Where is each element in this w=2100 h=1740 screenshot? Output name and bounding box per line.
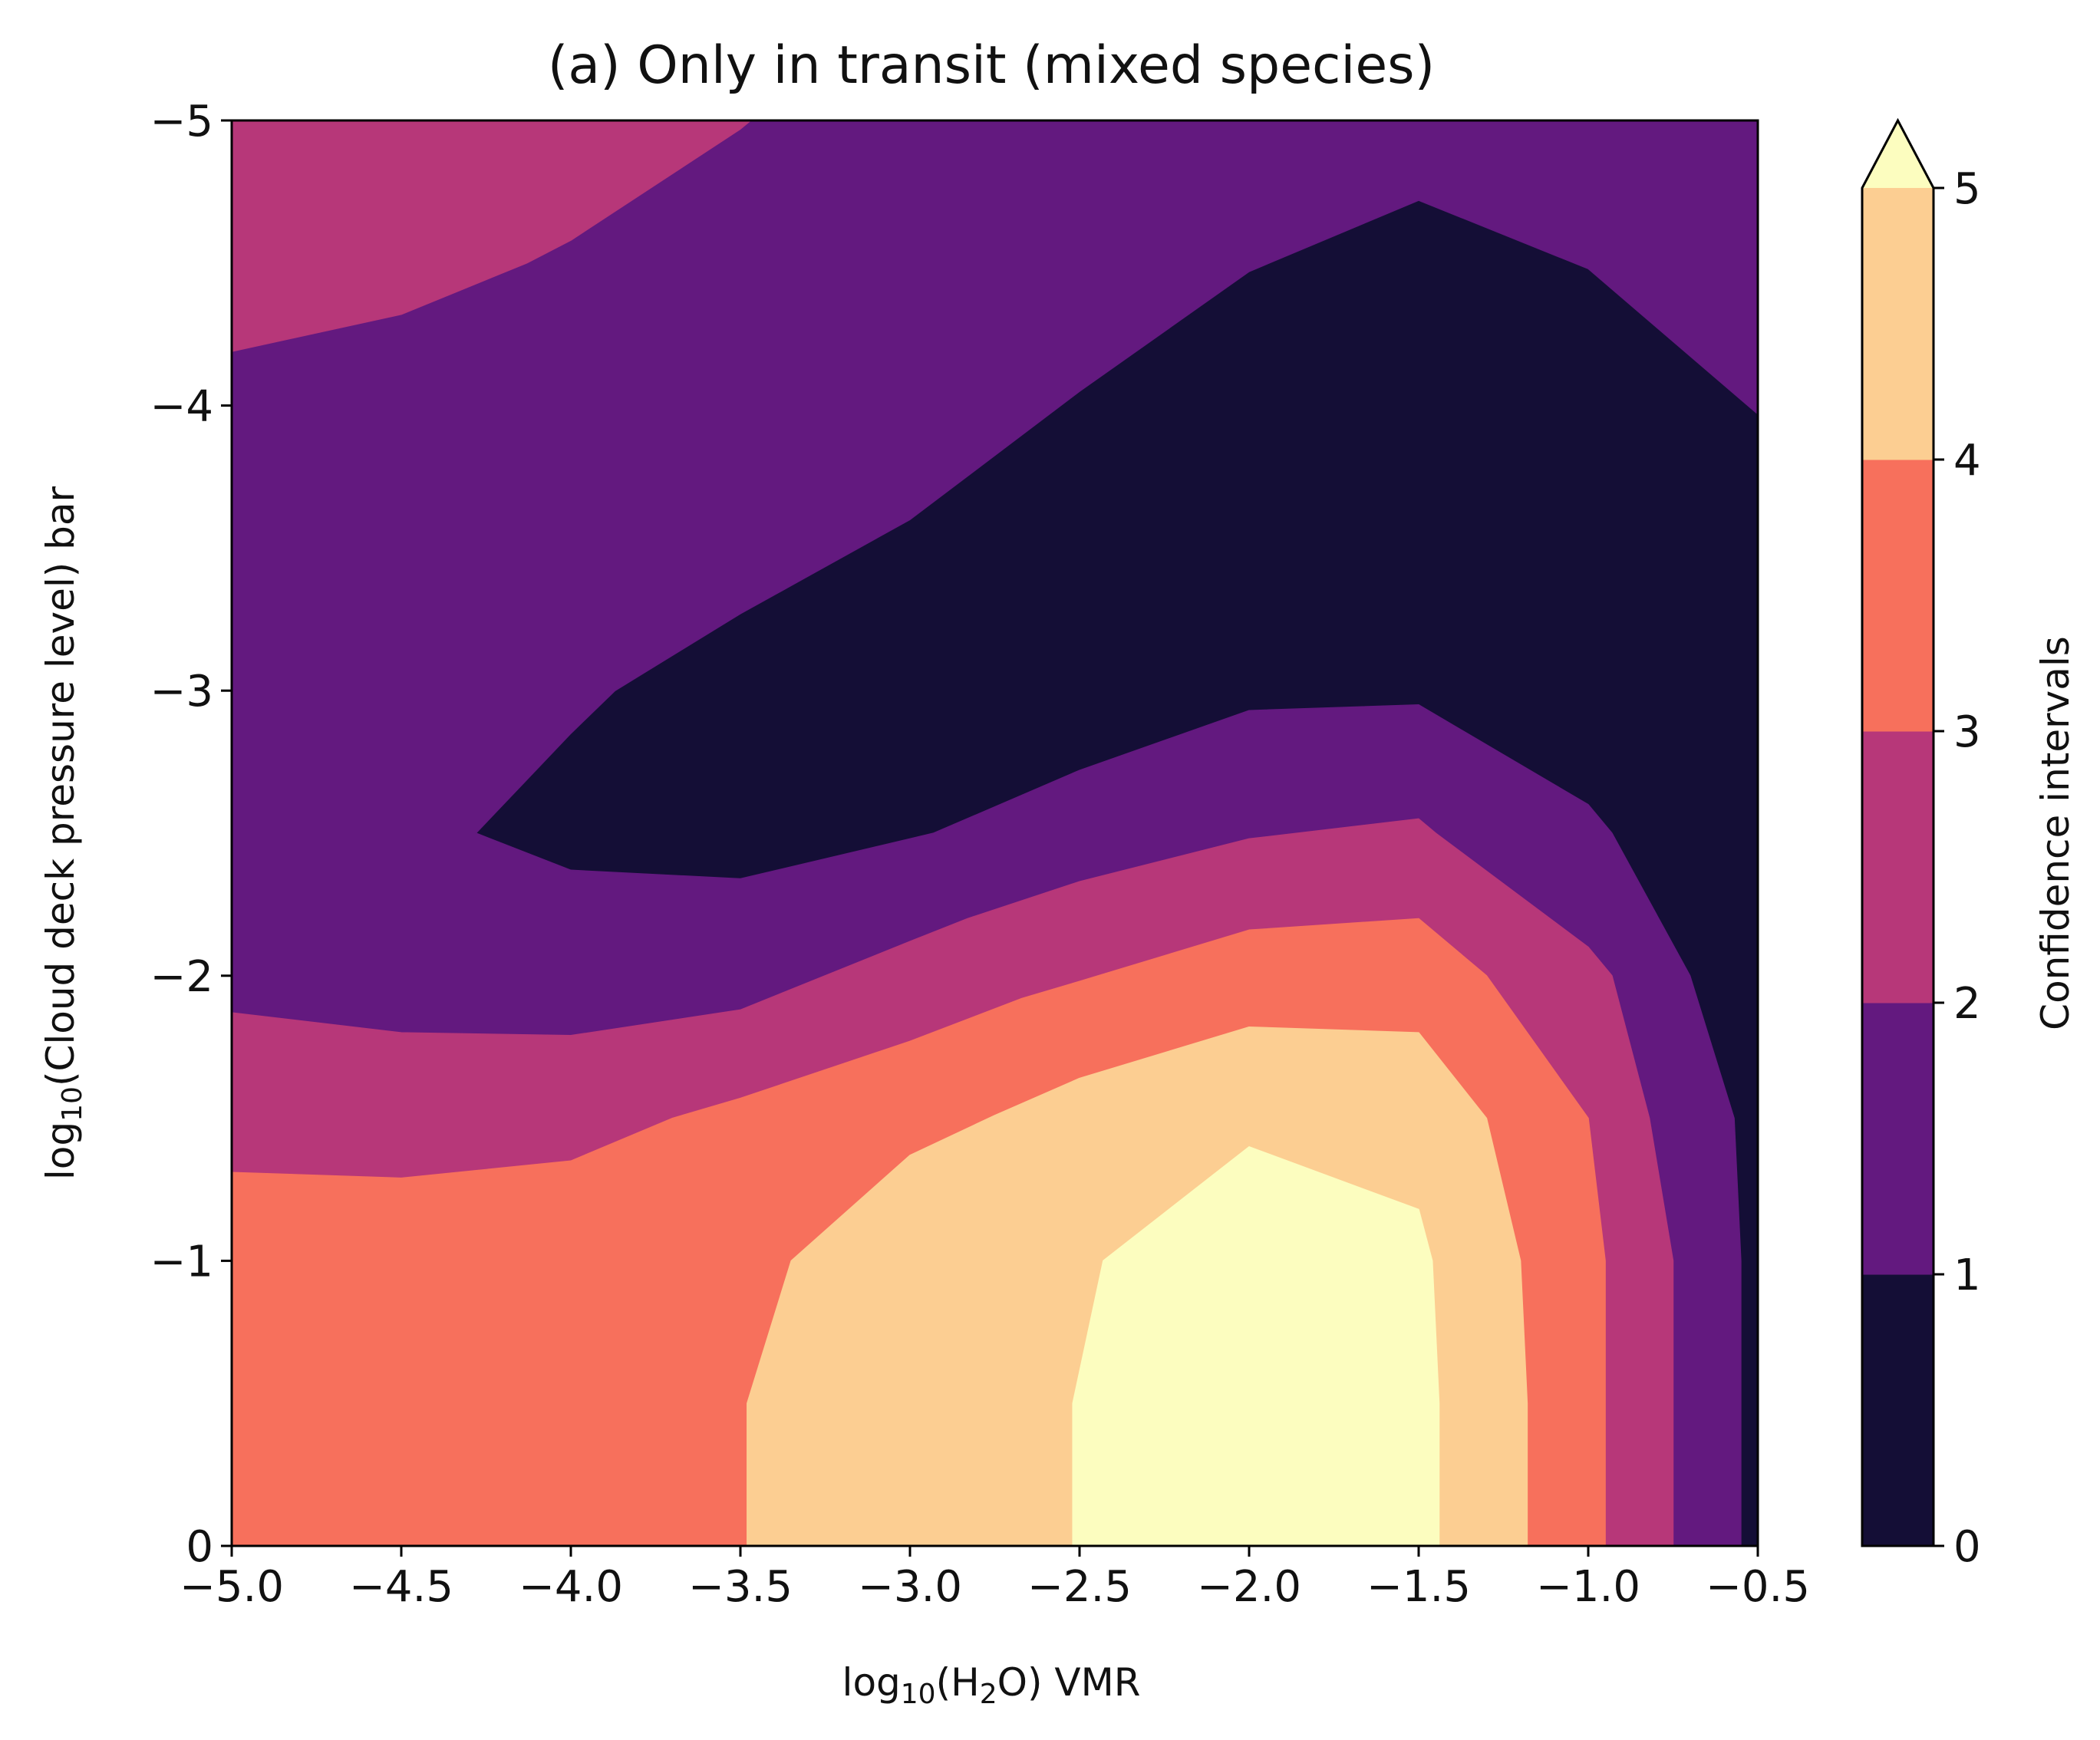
colorbar-tick-label: 3	[1953, 707, 1981, 757]
y-tick-label: 0	[186, 1522, 213, 1572]
x-tick-label: −3.5	[688, 1562, 793, 1612]
colorbar-tick-label: 4	[1953, 436, 1981, 486]
x-tick-label: −5.0	[180, 1562, 284, 1612]
colorbar-segment-1	[1861, 1002, 1934, 1275]
plot-area	[230, 119, 1759, 1547]
y-label-subscript: 10	[57, 1086, 88, 1122]
y-tick-label: −1	[150, 1237, 213, 1287]
colorbar-segment-4	[1861, 187, 1934, 460]
y-axis-label: log10(Cloud deck pressure level) bar	[38, 486, 88, 1180]
x-tick-label: −4.0	[519, 1562, 623, 1612]
y-tick-label: −5	[150, 97, 213, 147]
y-tick-label: −3	[150, 667, 213, 717]
chart-title: (a) Only in transit (mixed species)	[548, 35, 1435, 96]
x-label-prefix: log	[842, 1660, 901, 1705]
x-axis-label: log10(H2O) VMR	[842, 1660, 1141, 1710]
colorbar-tick-label: 5	[1953, 164, 1981, 214]
x-tick-label: −1.0	[1536, 1562, 1640, 1612]
x-axis-ticks: −5.0 −4.5 −4.0 −3.5 −3.0 −2.5 −2.0 −1.5 −1.0 −0.5	[180, 1546, 1810, 1612]
x-tick-label: −1.5	[1366, 1562, 1471, 1612]
colorbar-segment-3	[1861, 459, 1934, 732]
x-tick-label: −3.0	[858, 1562, 962, 1612]
plot-frame	[230, 119, 1759, 1547]
x-label-subscript-2: 2	[980, 1679, 997, 1710]
x-tick-label: −2.5	[1027, 1562, 1132, 1612]
colorbar-tick-label: 2	[1953, 979, 1981, 1029]
colorbar-tick-label: 0	[1953, 1522, 1981, 1572]
colorbar-tick-label: 1	[1953, 1251, 1981, 1300]
colorbar-outline	[1861, 117, 1935, 1547]
colorbar-segment-2	[1861, 730, 1934, 1003]
contour-region-5-0	[1072, 1146, 1440, 1546]
x-label-suffix: O) VMR	[997, 1660, 1141, 1705]
colorbar-extend-arrow	[1862, 120, 1934, 188]
y-axis-ticks: 0 −1 −2 −3 −4 −5	[150, 97, 232, 1572]
y-tick-label: −2	[150, 952, 213, 1002]
x-tick-label: −4.5	[349, 1562, 453, 1612]
x-label-middle: (H	[936, 1660, 980, 1705]
contour-region-2-0	[232, 120, 752, 352]
colorbar: 0 1 2 3 4 5	[1861, 117, 1981, 1572]
colorbar-segment-0	[1861, 1274, 1934, 1547]
x-label-subscript: 10	[901, 1679, 936, 1710]
contour-regions	[232, 120, 1758, 1546]
y-label-suffix: (Cloud deck pressure level) bar	[38, 486, 83, 1086]
colorbar-label: Confidence intervals	[2033, 636, 2078, 1030]
x-tick-label: −2.0	[1197, 1562, 1301, 1612]
x-tick-label: −0.5	[1706, 1562, 1810, 1612]
y-tick-label: −4	[150, 382, 213, 432]
y-label-prefix: log	[38, 1122, 83, 1180]
